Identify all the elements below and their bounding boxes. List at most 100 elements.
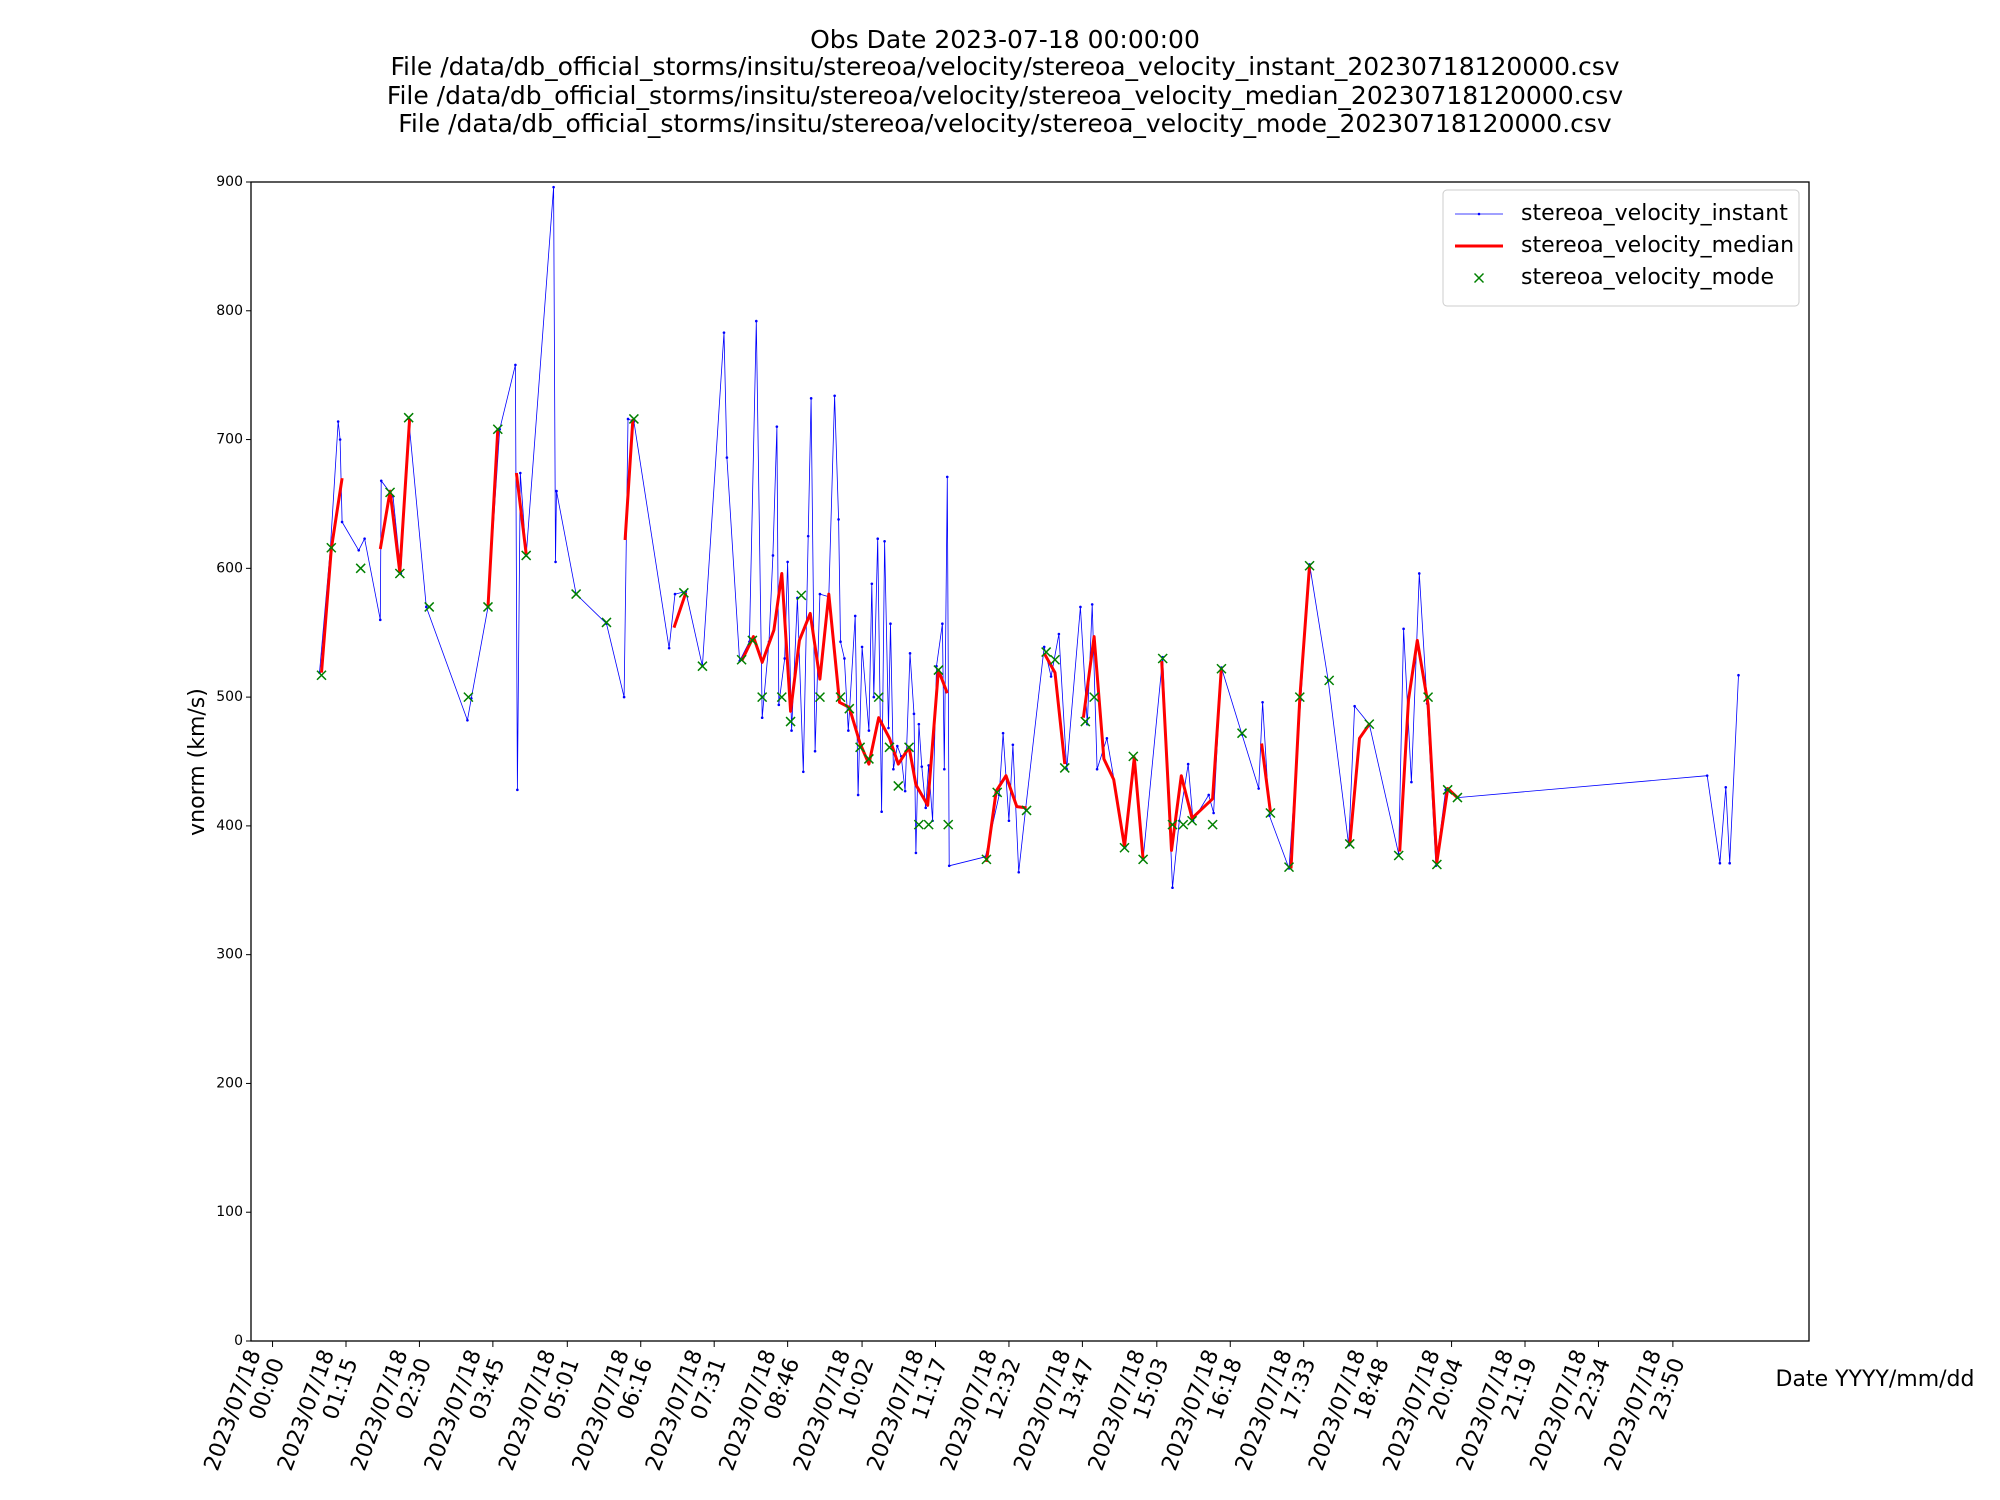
point	[806, 534, 810, 538]
point	[1017, 870, 1021, 874]
x-marker	[923, 819, 934, 830]
x-marker	[571, 589, 582, 600]
point	[1207, 793, 1211, 797]
point	[892, 767, 895, 771]
x-marker	[873, 692, 884, 703]
point	[1090, 603, 1094, 606]
x-marker	[1364, 719, 1375, 730]
x-marker	[463, 692, 474, 703]
x-marker	[1187, 815, 1198, 826]
y-tick-label: 600	[216, 560, 243, 576]
y-tick-label: 0	[234, 1333, 243, 1349]
point	[853, 614, 857, 618]
point	[876, 537, 880, 541]
x-marker	[1393, 850, 1404, 861]
x-marker	[316, 670, 327, 681]
point	[867, 729, 871, 732]
point	[424, 605, 428, 609]
point	[1049, 675, 1053, 678]
x-marker	[1283, 862, 1295, 873]
point	[554, 560, 557, 564]
legend-label: stereoa_velocity_instant	[1521, 201, 1788, 226]
point	[1105, 737, 1109, 740]
x-marker	[1452, 792, 1463, 803]
x-marker	[1344, 838, 1355, 849]
x-marker	[1304, 560, 1315, 571]
point	[912, 712, 916, 716]
point	[1728, 861, 1731, 865]
legend-swatch	[1473, 272, 1485, 284]
point	[1171, 886, 1174, 890]
y-tick-label: 500	[216, 689, 243, 705]
legend-label: stereoa_velocity_median	[1521, 233, 1794, 258]
x-marker	[757, 692, 768, 703]
x-marker	[601, 617, 612, 628]
point	[777, 703, 781, 707]
x-marker	[1021, 805, 1032, 816]
point	[860, 645, 864, 649]
x-marker	[1423, 692, 1434, 703]
x-marker	[943, 819, 954, 830]
point	[818, 592, 822, 596]
x-marker	[355, 563, 366, 574]
legend-swatch-point	[1477, 212, 1481, 216]
x-marker	[1442, 784, 1453, 795]
chart-title: File /data/db_official_storms/insitu/ste…	[390, 52, 1619, 81]
x-marker	[1138, 854, 1149, 865]
point	[775, 425, 779, 428]
point	[943, 767, 946, 771]
x-marker	[424, 601, 435, 612]
legend-box	[1442, 189, 1800, 307]
point	[357, 549, 361, 552]
x-marker	[835, 692, 846, 703]
chart-title: Obs Date 2023-07-18 00:00:00	[810, 25, 1200, 54]
y-tick-label: 400	[216, 818, 243, 834]
point	[927, 764, 930, 767]
y-tick-label: 200	[216, 1075, 243, 1091]
x-marker	[492, 424, 503, 435]
point	[1261, 700, 1264, 704]
x-marker	[1128, 751, 1139, 762]
point	[914, 851, 918, 855]
point	[802, 770, 805, 774]
point	[518, 471, 522, 475]
x-marker	[1080, 716, 1091, 727]
x-marker	[697, 661, 708, 672]
point	[1212, 811, 1215, 815]
point	[379, 479, 383, 483]
y-tick-label: 100	[216, 1204, 243, 1220]
point	[920, 765, 924, 768]
point	[1186, 762, 1190, 766]
point	[843, 657, 846, 660]
x-marker	[521, 550, 532, 561]
x-marker	[628, 413, 639, 424]
x-marker	[1324, 675, 1335, 686]
point	[626, 417, 630, 421]
x-marker	[482, 601, 494, 612]
legend-label: stereoa_velocity_mode	[1521, 265, 1774, 290]
point	[1007, 819, 1011, 823]
point	[336, 420, 340, 423]
point	[1724, 785, 1728, 789]
point	[1042, 645, 1046, 649]
y-tick-label: 900	[216, 174, 243, 190]
x-marker	[403, 412, 414, 423]
point	[378, 618, 382, 622]
x-marker	[893, 780, 904, 791]
x-marker	[326, 542, 337, 553]
x-marker	[1041, 647, 1052, 658]
point	[1353, 704, 1356, 708]
point	[555, 489, 558, 493]
point	[1057, 632, 1061, 636]
x-marker	[1207, 819, 1218, 830]
x-marker	[933, 665, 944, 676]
point	[673, 592, 677, 596]
point	[833, 394, 836, 398]
point	[1718, 861, 1722, 865]
point	[813, 749, 817, 753]
point	[870, 582, 874, 586]
y-tick-label: 300	[216, 947, 243, 963]
plot-frame	[250, 181, 1810, 1342]
x-marker	[1294, 692, 1305, 703]
